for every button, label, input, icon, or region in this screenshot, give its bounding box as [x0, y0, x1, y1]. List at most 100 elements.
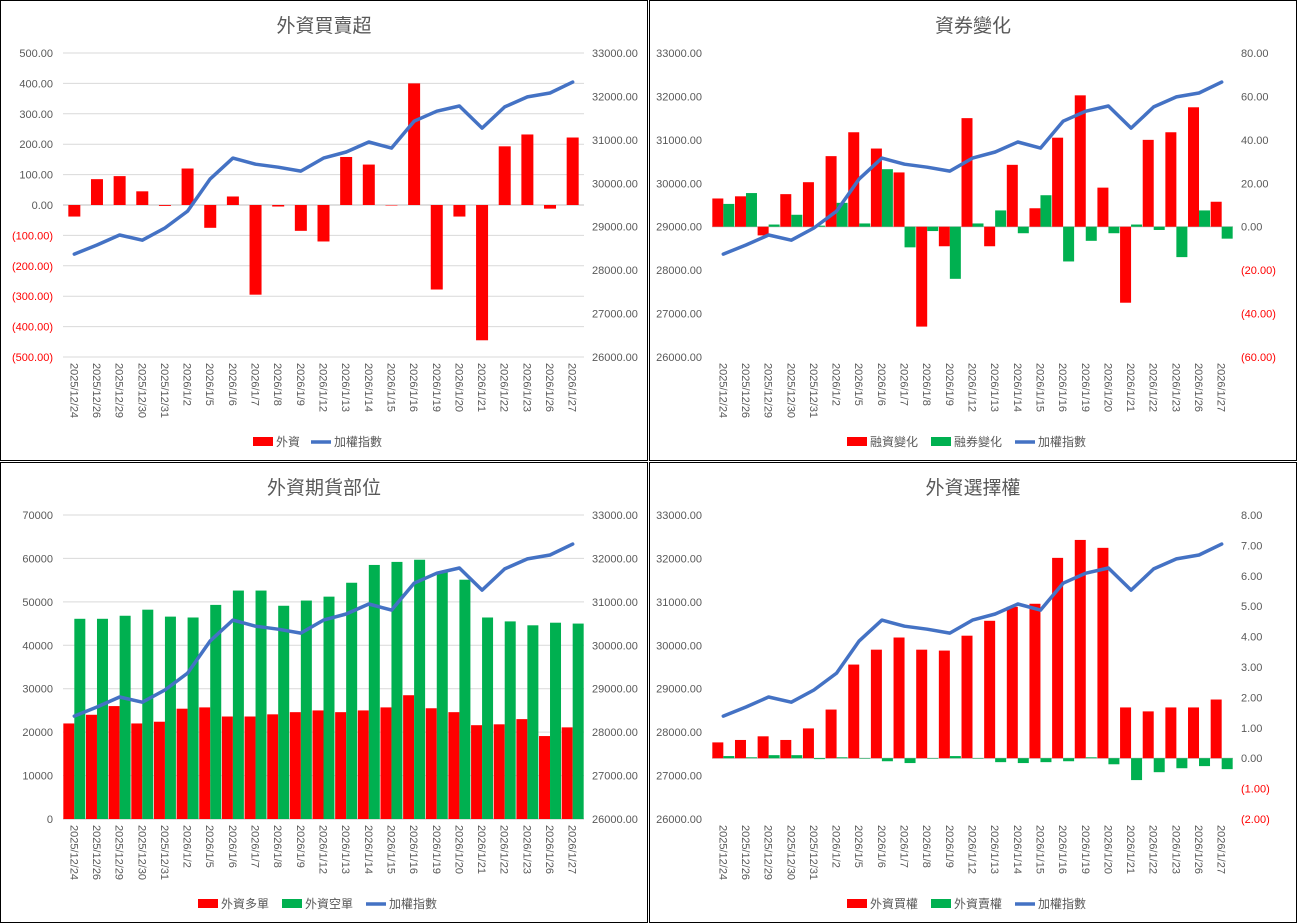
chart-panel-foreign-net: 外資買賣超 (500.00) (400.00) (300.00) (200.00) (1… — [0, 0, 648, 461]
bar-融資變化 — [870, 148, 882, 227]
chart-svg: 26000.00 27000.00 28000.00 29000.00 30000.00… — [656, 510, 1270, 911]
right-axis-tick-label: 0.00 — [1241, 222, 1262, 234]
category-tick-label: 2025/12/30 — [784, 363, 796, 418]
bar-外資賣權 — [791, 755, 803, 759]
bar-融券變化 — [791, 214, 803, 227]
bar-外資多單 — [403, 695, 415, 819]
left-axis-tick-label: 30000.00 — [656, 640, 702, 652]
category-tick-label: 2026/1/6 — [875, 363, 887, 406]
category-tick-label: 2026/1/26 — [543, 825, 555, 874]
left-axis-tick-label: 400.00 — [19, 78, 53, 90]
bar-外資 — [68, 205, 81, 217]
bar-融券變化 — [1199, 210, 1211, 227]
category-tick-label: 2026/1/6 — [875, 825, 887, 868]
legend-label: 外資多單 — [221, 897, 269, 911]
bar-外資空單 — [142, 609, 154, 819]
bar-外資多單 — [63, 723, 75, 819]
left-axis-tick-label: (200.00) — [12, 261, 53, 273]
right-axis-tick-label: 1.00 — [1241, 723, 1262, 735]
right-axis-tick-label: (2.00) — [1241, 814, 1270, 826]
bar-融券變化 — [745, 193, 757, 227]
category-tick-label: 2026/1/23 — [520, 363, 532, 412]
bar-融券變化 — [1221, 226, 1233, 239]
category-tick-label: 2026/1/13 — [339, 363, 351, 412]
right-axis-tick-label: (60.00) — [1241, 352, 1276, 364]
right-axis-tick-label: 80.00 — [1241, 48, 1269, 60]
left-axis-tick-label: 30000.00 — [656, 178, 702, 190]
line-加權指數 — [721, 542, 1224, 718]
category-tick-label: 2025/12/31 — [158, 825, 170, 880]
left-axis-tick-label: 300.00 — [19, 109, 53, 121]
category-tick-label: 2026/1/2 — [181, 825, 193, 868]
bar-外資空單 — [459, 579, 471, 819]
bar-融資變化 — [1052, 137, 1064, 227]
category-tick-label: 2025/12/26 — [90, 825, 102, 880]
category-tick-label: 2026/1/23 — [1169, 363, 1181, 412]
bar-融券變化 — [1017, 226, 1029, 234]
bar-外資空單 — [572, 623, 584, 819]
right-axis-tick-label: 28000.00 — [592, 265, 638, 277]
bar-融券變化 — [1153, 226, 1165, 230]
left-axis-tick-label: 33000.00 — [656, 510, 702, 522]
right-axis-tick-label: 29000.00 — [592, 684, 638, 696]
left-axis-tick-label: 32000.00 — [656, 91, 702, 103]
right-axis-tick-label: 27000.00 — [592, 771, 638, 783]
category-tick-label: 2025/12/24 — [67, 825, 79, 880]
bar-融券變化 — [881, 169, 893, 227]
bar-外資賣權 — [1176, 758, 1188, 769]
bar-外資賣權 — [768, 755, 780, 759]
bar-外資賣權 — [1153, 758, 1165, 773]
bar-外資 — [408, 83, 421, 205]
left-axis-tick-label: 33000.00 — [656, 48, 702, 60]
right-axis-tick-label: 60.00 — [1241, 91, 1269, 103]
category-tick-label: 2026/1/20 — [1101, 825, 1113, 874]
left-axis-tick-label: (100.00) — [12, 230, 53, 242]
left-axis-tick-label: (300.00) — [12, 291, 53, 303]
right-axis-tick-label: (20.00) — [1241, 265, 1276, 277]
right-axis-tick-label: 7.00 — [1241, 540, 1262, 552]
category-tick-label: 2026/1/14 — [1011, 363, 1023, 412]
bar-外資空單 — [300, 600, 312, 819]
category-tick-label: 2025/12/30 — [784, 825, 796, 880]
bar-外資買權 — [938, 650, 950, 759]
legend-label: 加權指數 — [389, 896, 437, 911]
left-axis-tick-label: 500.00 — [19, 48, 53, 60]
category-tick-label: 2026/1/22 — [498, 825, 510, 874]
category-tick-label: 2026/1/26 — [1192, 363, 1204, 412]
legend-label: 外資賣權 — [954, 896, 1002, 911]
bar-外資賣權 — [723, 756, 735, 759]
category-tick-label: 2026/1/19 — [430, 825, 442, 874]
legend-swatch-融券變化 — [931, 437, 951, 446]
bar-外資賣權 — [1108, 758, 1120, 765]
bar-外資多單 — [289, 712, 301, 819]
bar-外資賣權 — [995, 758, 1007, 763]
bar-外資多單 — [380, 707, 392, 819]
chart-svg: 0 10000 20000 30000 40000 50000 60000 70000 2600… — [22, 510, 638, 911]
category-tick-label: 2026/1/15 — [384, 825, 396, 874]
bar-外資賣權 — [881, 758, 893, 762]
bar-外資買權 — [1006, 606, 1018, 759]
bar-外資賣權 — [1199, 758, 1211, 767]
category-tick-label: 2026/1/16 — [1056, 825, 1068, 874]
category-tick-label: 2025/12/31 — [158, 363, 170, 418]
right-axis-tick-label: 26000.00 — [592, 814, 638, 826]
bar-外資買權 — [870, 649, 882, 759]
bar-外資多單 — [176, 708, 188, 819]
bar-外資空單 — [278, 605, 290, 819]
right-axis-tick-label: 33000.00 — [592, 510, 638, 522]
bar-融資變化 — [1210, 201, 1222, 227]
category-tick-label: 2026/1/15 — [384, 363, 396, 412]
right-axis-tick-label: 4.00 — [1241, 632, 1262, 644]
category-tick-label: 2026/1/7 — [898, 363, 910, 406]
category-tick-label: 2026/1/14 — [1011, 825, 1023, 874]
bar-外資空單 — [255, 590, 267, 819]
bar-外資賣權 — [745, 757, 757, 759]
bar-外資多單 — [357, 710, 369, 819]
left-axis-tick-label: 60000 — [22, 553, 53, 565]
category-tick-label: 2025/12/31 — [807, 825, 819, 880]
bar-外資空單 — [96, 618, 108, 819]
bar-融資變化 — [1188, 107, 1200, 227]
bar-外資買權 — [1188, 707, 1200, 759]
legend-swatch-外資買權 — [847, 899, 867, 908]
bar-融資變化 — [916, 226, 928, 327]
